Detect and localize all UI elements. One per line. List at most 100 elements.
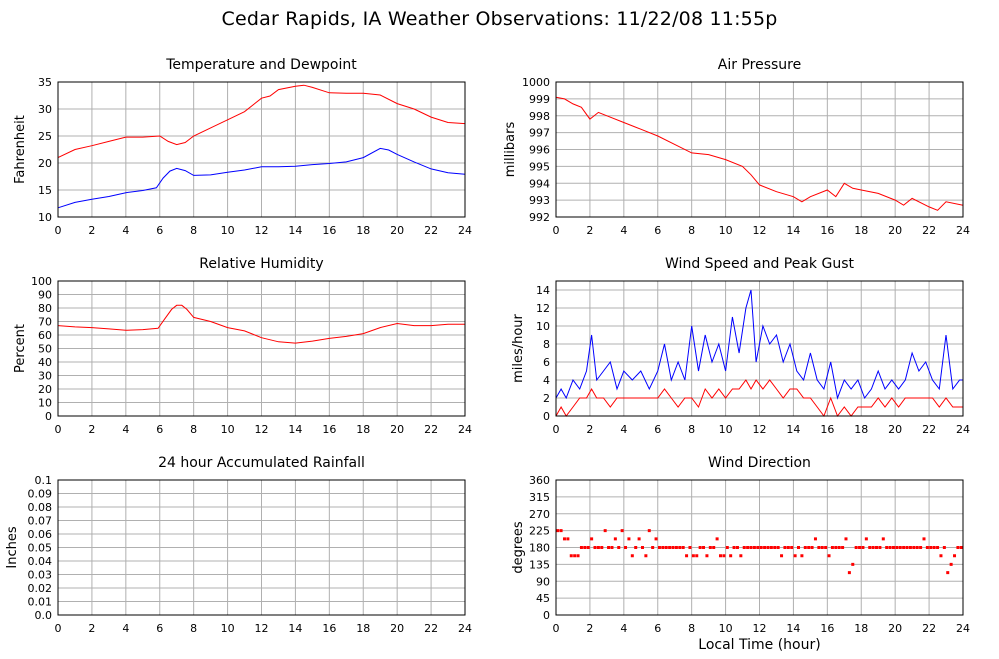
y-tick-label: 0.01: [28, 596, 53, 609]
x-tick-label: 0: [553, 423, 560, 436]
y-tick-label: 45: [536, 592, 550, 605]
direction-point: [763, 546, 767, 549]
direction-point: [678, 546, 682, 549]
y-tick-label: 20: [38, 383, 52, 396]
y-tick-label: 315: [529, 491, 550, 504]
rain-title: 24 hour Accumulated Rainfall: [158, 455, 365, 471]
x-tick-label: 12: [753, 224, 767, 237]
x-tick-label: 10: [221, 622, 235, 635]
x-tick-label: 14: [786, 622, 800, 635]
direction-point: [925, 546, 929, 549]
x-tick-label: 2: [88, 224, 95, 237]
x-tick-label: 12: [255, 224, 269, 237]
rain-plot-frame: [57, 479, 466, 616]
direction-point: [949, 562, 953, 566]
direction-point: [786, 546, 790, 549]
x-tick-label: 24: [956, 224, 970, 237]
rain-ylabel: Inches: [5, 526, 20, 568]
x-tick-label: 4: [620, 224, 627, 237]
x-tick-label: 24: [956, 423, 970, 436]
y-tick-label: 4: [543, 374, 550, 387]
y-tick-label: 360: [529, 474, 550, 487]
y-tick-label: 30: [38, 103, 52, 116]
direction-point: [824, 546, 828, 549]
x-tick-label: 20: [888, 423, 902, 436]
direction-point: [807, 546, 811, 549]
direction-point: [586, 546, 590, 549]
y-tick-label: 0.08: [28, 501, 53, 514]
x-tick-label: 16: [820, 224, 834, 237]
direction-point: [749, 546, 753, 549]
direction-point: [837, 546, 841, 549]
pressure-ylabel: millibars: [503, 122, 518, 178]
direction-point: [919, 546, 923, 549]
direction-point: [878, 546, 882, 549]
x-tick-label: 18: [356, 423, 370, 436]
direction-point: [959, 546, 963, 549]
x-tick-label: 20: [390, 622, 404, 635]
wind-series-line-1: [555, 379, 963, 418]
direction-point: [634, 546, 638, 549]
direction-point: [858, 546, 862, 549]
x-tick-label: 8: [688, 622, 695, 635]
y-tick-label: 2: [543, 392, 550, 405]
direction-point: [875, 546, 879, 549]
x-tick-label: 6: [156, 224, 163, 237]
direction-point: [769, 546, 773, 549]
wind-title: Wind Speed and Peak Gust: [665, 256, 854, 272]
x-tick-label: 14: [786, 224, 800, 237]
direction-point: [813, 537, 817, 541]
direction-point: [624, 546, 628, 549]
x-tick-label: 24: [458, 224, 472, 237]
y-tick-label: 0.0: [35, 609, 53, 622]
direction-point: [617, 546, 621, 549]
direction-ylabel: degrees: [511, 521, 526, 574]
y-tick-label: 992: [529, 211, 550, 224]
x-tick-label: 8: [190, 224, 197, 237]
humidity-chart: 0 2 4 6 8 10 12 14 16 18 20 22 240102030405060708090…: [13, 256, 472, 436]
y-tick-label: 0.05: [28, 542, 53, 555]
x-tick-label: 0: [55, 224, 62, 237]
x-tick-label: 6: [156, 423, 163, 436]
direction-point: [735, 546, 739, 549]
y-tick-label: 998: [529, 110, 550, 123]
direction-point: [657, 546, 661, 549]
direction-point: [820, 546, 824, 549]
direction-point: [888, 546, 892, 549]
y-tick-label: 993: [529, 194, 550, 207]
direction-point: [827, 554, 831, 558]
direction-point: [674, 546, 678, 549]
direction-point: [566, 537, 570, 541]
x-tick-label: 6: [156, 622, 163, 635]
direction-point: [722, 554, 726, 558]
direction-point: [847, 571, 851, 575]
x-tick-label: 4: [122, 622, 129, 635]
y-tick-label: 0.03: [28, 569, 53, 582]
direction-point: [569, 554, 573, 558]
x-tick-label: 8: [190, 622, 197, 635]
direction-point: [630, 554, 634, 558]
direction-point: [908, 546, 912, 549]
x-tick-label: 14: [288, 224, 302, 237]
x-tick-label: 10: [719, 423, 733, 436]
direction-point: [583, 546, 587, 549]
direction-point: [759, 546, 763, 549]
direction-point: [695, 554, 699, 558]
x-tick-label: 22: [922, 622, 936, 635]
y-tick-label: 30: [38, 370, 52, 383]
direction-point: [671, 546, 675, 549]
wind-ylabel: miles/hour: [511, 313, 526, 382]
y-tick-label: 20: [38, 157, 52, 170]
x-tick-label: 8: [688, 224, 695, 237]
direction-point: [644, 554, 648, 558]
direction-point: [742, 546, 746, 549]
direction-point: [562, 537, 566, 541]
y-tick-label: 90: [38, 289, 52, 302]
pressure-plot-frame: [555, 81, 964, 218]
direction-point: [681, 546, 685, 549]
x-tick-label: 6: [654, 423, 661, 436]
y-tick-label: 40: [38, 356, 52, 369]
y-tick-label: 0.02: [28, 582, 53, 595]
y-tick-label: 8: [543, 338, 550, 351]
x-tick-label: 24: [458, 622, 472, 635]
